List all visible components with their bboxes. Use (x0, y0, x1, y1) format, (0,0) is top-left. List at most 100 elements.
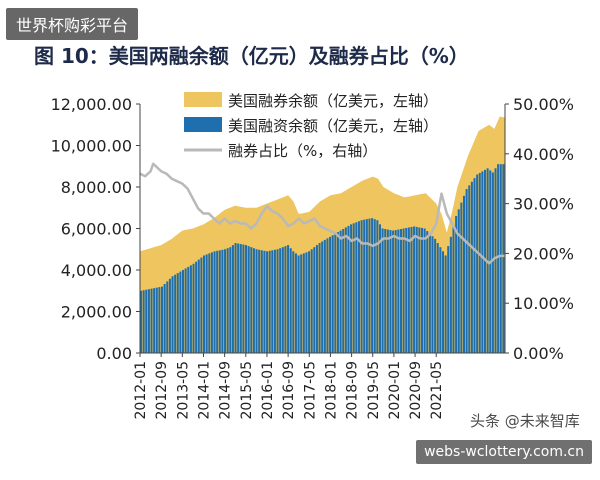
margin-balance-bar (310, 249, 313, 353)
margin-balance-bar (386, 229, 389, 353)
margin-balance-bar (289, 248, 292, 353)
left-tick-label: 8,000.00 (61, 178, 132, 197)
margin-balance-bar (410, 226, 413, 353)
margin-balance-bar (381, 228, 384, 353)
margin-balance-bar (378, 224, 381, 353)
margin-balance-bar (494, 168, 497, 353)
margin-balance-bar (150, 288, 153, 353)
left-tick-label: 2,000.00 (61, 303, 132, 322)
margin-balance-bar (321, 241, 324, 353)
margin-balance-bar (478, 172, 481, 353)
margin-balance-bar (229, 247, 232, 353)
margin-balance-bar (271, 250, 274, 353)
margin-balance-bar (497, 164, 500, 353)
right-tick-label: 0.00% (513, 344, 564, 363)
margin-balance-bar (315, 245, 318, 353)
margin-balance-bar (326, 238, 329, 353)
margin-balance-bar (213, 251, 216, 353)
margin-balance-bar (142, 290, 145, 353)
x-tick-label: 2016-01 (260, 361, 276, 420)
legend-label: 美国融券余额（亿美元，左轴） (228, 92, 438, 110)
margin-balance-bar (447, 246, 450, 353)
margin-balance-bar (457, 209, 460, 353)
margin-balance-bar (237, 243, 240, 353)
top-watermark: 世界杯购彩平台 (6, 8, 139, 40)
bottom-watermark: webs-wclottery.com.cn (416, 440, 592, 464)
margin-balance-bar (176, 273, 179, 353)
margin-balance-bar (347, 225, 350, 353)
x-tick-label: 2012-01 (133, 361, 149, 420)
margin-balance-bar (465, 189, 468, 353)
margin-balance-bar (168, 278, 171, 353)
margin-balance-bar (399, 229, 402, 353)
margin-balance-bar (329, 236, 332, 353)
margin-balance-bar (226, 248, 229, 353)
margin-balance-bar (294, 253, 297, 353)
margin-balance-bar (357, 221, 360, 353)
margin-balance-bar (242, 244, 245, 353)
margin-balance-bar (363, 219, 366, 353)
margin-balance-bar (405, 227, 408, 353)
margin-balance-bar (171, 276, 174, 353)
margin-balance-bar (407, 227, 410, 353)
margin-balance-bar (273, 249, 276, 353)
margin-balance-bar (476, 174, 479, 353)
margin-balance-bar (318, 243, 321, 353)
legend-label: 融券占比（%，右轴） (228, 142, 377, 160)
margin-balance-bar (218, 250, 221, 353)
margin-balance-bar (339, 230, 342, 353)
margin-balance-bar (140, 290, 143, 353)
margin-balance-bar (389, 230, 392, 353)
margin-balance-bar (252, 248, 255, 353)
margin-balance-bar (284, 246, 287, 353)
margin-balance-bar (423, 228, 426, 353)
margin-balance-bar (418, 227, 421, 353)
margin-balance-bar (163, 284, 166, 353)
x-tick-label: 2012-09 (154, 361, 170, 420)
x-tick-label: 2020-01 (387, 361, 403, 420)
margin-balance-bar (331, 235, 334, 353)
margin-balance-bar (200, 257, 203, 353)
margin-balance-bar (258, 249, 261, 353)
margin-balance-bar (297, 255, 300, 353)
margin-balance-bar (187, 266, 190, 353)
margin-balance-bar (161, 286, 164, 353)
margin-balance-bar (439, 247, 442, 353)
margin-balance-bar (300, 254, 303, 353)
left-tick-label: 0.00 (96, 344, 132, 363)
margin-balance-bar (192, 263, 195, 353)
left-tick-label: 10,000.00 (51, 137, 132, 156)
x-tick-label: 2018-01 (323, 361, 339, 420)
margin-balance-bar (460, 202, 463, 353)
x-tick-label: 2014-09 (218, 361, 234, 420)
margin-balance-bar (260, 250, 263, 353)
x-tick-label: 2018-09 (345, 361, 361, 420)
margin-balance-bar (371, 218, 374, 354)
margin-balance-bar (397, 229, 400, 353)
margin-balance-bar (468, 185, 471, 353)
margin-balance-bar (384, 229, 387, 353)
margin-balance-bar (473, 178, 476, 353)
margin-balance-bar (441, 251, 445, 353)
margin-balance-bar (145, 289, 148, 353)
margin-balance-bar (166, 281, 169, 353)
left-tick-label: 4,000.00 (61, 261, 132, 280)
margin-balance-bar (323, 239, 326, 353)
margin-balance-bar (234, 243, 237, 353)
margin-balance-bar (455, 216, 458, 353)
margin-balance-bar (197, 259, 200, 354)
x-tick-label: 2014-01 (197, 361, 213, 420)
margin-balance-bar (195, 261, 198, 353)
margin-balance-bar (415, 226, 418, 353)
margin-balance-bar (158, 287, 161, 353)
margin-balance-bar (355, 222, 358, 353)
margin-balance-bar (352, 223, 355, 353)
margin-balance-bar (360, 220, 363, 353)
margin-balance-bar (305, 252, 308, 353)
margin-balance-bar (491, 172, 494, 353)
margin-balance-bar (179, 271, 182, 353)
margin-balance-bar (247, 246, 250, 353)
x-tick-label: 2016-09 (281, 361, 297, 420)
margin-balance-bar (431, 236, 434, 353)
